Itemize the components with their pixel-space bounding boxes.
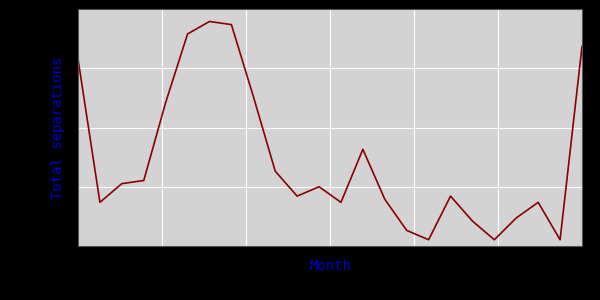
X-axis label: Month: Month <box>309 259 351 273</box>
Y-axis label: Total separations: Total separations <box>51 56 65 199</box>
